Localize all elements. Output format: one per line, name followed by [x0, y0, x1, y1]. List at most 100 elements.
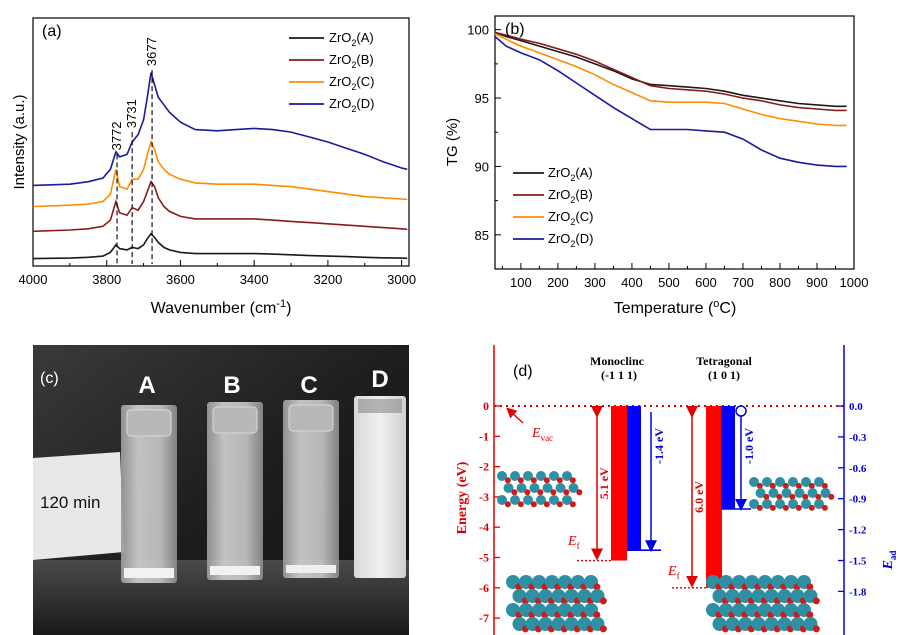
panel-b-x-tick-label: 100	[510, 275, 532, 290]
panel-b-series-line	[494, 31, 847, 112]
panel-b-y-tick-label: 90	[475, 159, 489, 174]
panel-d-right-tick-label: -1.8	[849, 586, 867, 598]
monoclinic-title: Monoclinc	[590, 354, 645, 368]
zr-atom	[529, 483, 540, 493]
monoclinic-facet: (-1 1 1)	[601, 368, 637, 382]
panel-a-tag: (a)	[42, 23, 62, 40]
zr-atom	[814, 477, 824, 487]
zr-atom	[755, 488, 766, 498]
zr-atom	[820, 488, 831, 498]
panel-a-series-line	[32, 232, 408, 260]
panel-d-left-tick-label: -3	[479, 490, 489, 504]
o-atom	[556, 501, 563, 508]
panel-a-legend-label: ZrO2(A)	[329, 30, 374, 48]
panel-d-bars: 5.1 eV -1.4 eV 6.0 eV -1.0 eV	[577, 405, 756, 589]
o-atom	[756, 482, 763, 489]
panel-a-series-line	[32, 72, 408, 187]
panel-b-ylabel: TG (%)	[444, 118, 461, 166]
adsorption-energy-label: -1.4 eV	[652, 428, 666, 464]
o-atom	[599, 597, 607, 605]
o-atom	[808, 482, 815, 489]
o-atom	[569, 477, 576, 484]
panel-b-chart: 100 200 300 400 500 600 700 800 900 1000859095100…	[444, 15, 868, 317]
adsorption-energy-bar	[627, 406, 641, 551]
panel-b-series-line	[494, 35, 847, 168]
zr-atom	[510, 495, 520, 505]
panel-d-right-tick-label: 0.0	[849, 401, 863, 413]
o-atom	[756, 504, 763, 511]
o-atom	[576, 489, 583, 496]
zr-atom	[801, 477, 811, 487]
zr-atom	[781, 488, 792, 498]
cuvette-d	[354, 396, 406, 578]
tetragonal-slab-model	[749, 477, 835, 511]
evac-arrow	[506, 407, 524, 424]
panel-d-chart: 0-1-2-3-4-5-6-7-80.0-0.3-0.6-0.9-1.2-1.5…	[455, 345, 898, 635]
o-atom	[795, 504, 802, 511]
panel-a-frame	[32, 17, 410, 267]
panel-b-y-tick-label: 95	[475, 91, 489, 106]
sample-label-b: B	[223, 372, 240, 399]
panel-b-xlabel: Temperature (oC)	[614, 298, 737, 317]
evac-label: Evac	[531, 426, 553, 443]
adsorption-energy-bar	[721, 406, 735, 509]
panel-a-series-line	[32, 139, 408, 208]
zr-atom	[801, 499, 811, 509]
panel-b-x-tick-label: 300	[584, 275, 606, 290]
panel-c-photo: 120 min A B C D (c)	[33, 345, 409, 635]
zr-atom	[775, 499, 785, 509]
o-atom	[504, 477, 511, 484]
o-atom	[504, 501, 511, 508]
time-label: 120 min	[40, 493, 100, 512]
zr-atom	[762, 477, 772, 487]
o-atom	[530, 477, 537, 484]
o-atom	[828, 493, 835, 500]
zr-atom	[516, 483, 527, 493]
panel-a-lines	[32, 72, 408, 260]
panel-d-left-tick-label: -6	[479, 581, 489, 595]
panel-a-legend-label: ZrO2(B)	[329, 52, 374, 70]
panel-d-left-ylabel: Energy (eV)	[455, 461, 470, 534]
panel-d-right-tick-label: -0.9	[849, 494, 867, 506]
work-function-bar	[611, 406, 627, 561]
panel-b-ticks: 100 200 300 400 500 600 700 800 900 1000 85 90 95 100	[467, 23, 868, 290]
zr-atom	[562, 471, 572, 481]
tetragonal-title: Tetragonal	[696, 354, 752, 368]
panel-a-x-tick-label: 4000	[19, 272, 48, 287]
panel-b-x-tick-label: 500	[658, 275, 680, 290]
zr-atom	[807, 488, 818, 498]
panel-d-ticks: 0-1-2-3-4-5-6-7-80.0-0.3-0.6-0.9-1.2-1.5…	[479, 399, 867, 625]
zr-atom	[788, 499, 798, 509]
sample-label-c: C	[300, 372, 317, 399]
o-atom	[789, 493, 796, 500]
o-atom	[524, 489, 531, 496]
zr-atom	[503, 483, 514, 493]
panel-b-series-line	[494, 31, 847, 108]
panel-a-x-tick-label: 3200	[313, 272, 342, 287]
panel-d-left-tick-label: -1	[479, 429, 489, 443]
paper-card	[33, 452, 124, 560]
o-atom	[776, 493, 783, 500]
panel-b-legend-label: ZrO2(A)	[548, 165, 593, 183]
panel-b-frame	[494, 15, 855, 270]
panel-b-legend: ZrO2(A) ZrO2(B) ZrO2(C) ZrO2(D)	[513, 165, 593, 249]
o-atom	[769, 482, 776, 489]
o-atom	[599, 625, 607, 633]
o-atom	[815, 493, 822, 500]
zr-atom	[555, 483, 566, 493]
work-function-label: 5.1 eV	[597, 467, 611, 499]
work-function-label: 6.0 eV	[692, 481, 706, 513]
panel-b-legend-label: ZrO2(C)	[548, 209, 593, 227]
panel-d-left-tick-label: -2	[479, 460, 489, 474]
panel-a-legend-label: ZrO2(C)	[329, 74, 374, 92]
o-atom	[563, 489, 570, 496]
o-atom	[812, 597, 820, 605]
zr-atom	[814, 499, 824, 509]
o-atom	[782, 504, 789, 511]
zr-atom	[549, 471, 559, 481]
panel-a-series-line	[32, 180, 408, 233]
cuvette-a	[121, 405, 177, 583]
